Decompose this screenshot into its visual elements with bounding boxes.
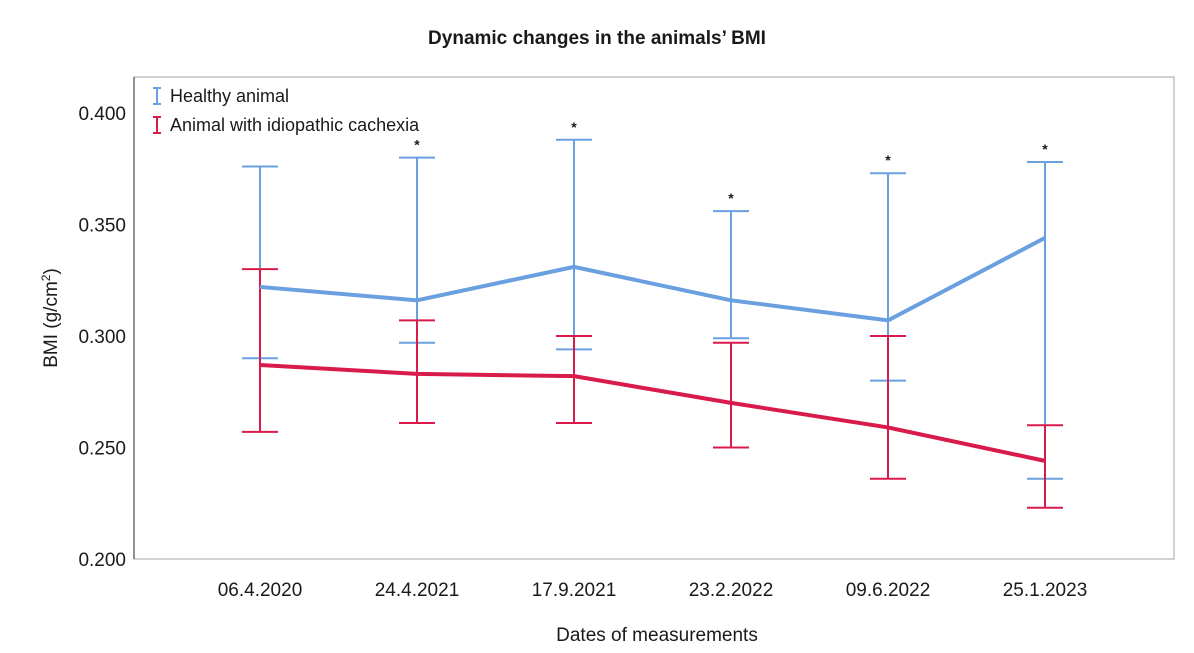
significance-star: * <box>1042 141 1048 157</box>
x-tick-label: 24.4.2021 <box>375 580 460 601</box>
series-line-cachexia <box>259 362 1046 463</box>
y-tick-label: 0.200 <box>78 550 126 571</box>
error-bar <box>870 335 906 480</box>
y-tick-label: 0.350 <box>78 216 126 237</box>
x-tick-label: 17.9.2021 <box>532 580 617 601</box>
plot-frame <box>133 76 1175 560</box>
series-line-healthy <box>259 236 1046 323</box>
error-bar <box>713 341 749 449</box>
x-tick-label: 25.1.2023 <box>1003 580 1088 601</box>
chart-title: Dynamic changes in the animals’ BMI <box>428 28 766 49</box>
y-axis-label: BMI (g/cm2) <box>39 268 62 368</box>
y-tick-label: 0.250 <box>78 439 126 460</box>
significance-star: * <box>885 152 891 168</box>
x-axis-ticks: 06.4.2020 24.4.2021 17.9.2021 23.2.2022 09.6… <box>218 580 1088 601</box>
y-tick-label: 0.400 <box>78 104 126 125</box>
legend-label-cachexia: Animal with idiopathic cachexia <box>170 115 420 135</box>
error-bar <box>399 319 435 424</box>
significance-star: * <box>571 119 577 135</box>
error-bar <box>399 156 435 344</box>
series-healthy <box>242 138 1063 480</box>
y-tick-label: 0.300 <box>78 327 126 348</box>
legend: Healthy animal Animal with idiopathic ca… <box>153 86 420 135</box>
significance-star: * <box>414 137 420 153</box>
legend-errorbar-icon-healthy <box>153 87 161 105</box>
error-bar <box>556 138 592 351</box>
error-bar <box>556 335 592 424</box>
x-axis-label: Dates of measurements <box>556 625 758 646</box>
legend-errorbar-icon-cachexia <box>153 116 161 134</box>
error-bar <box>1027 424 1063 509</box>
x-tick-label: 06.4.2020 <box>218 580 303 601</box>
significance-marks: * * * * * <box>414 119 1048 206</box>
series-cachexia <box>242 268 1063 509</box>
significance-star: * <box>728 190 734 206</box>
legend-label-healthy: Healthy animal <box>170 86 289 106</box>
y-axis-ticks: 0.200 0.250 0.300 0.350 0.400 <box>78 104 126 571</box>
legend-item-healthy: Healthy animal <box>153 86 289 106</box>
x-tick-label: 23.2.2022 <box>689 580 774 601</box>
error-bar <box>713 210 749 340</box>
error-bar <box>242 268 278 433</box>
legend-item-cachexia: Animal with idiopathic cachexia <box>153 115 420 135</box>
x-tick-label: 09.6.2022 <box>846 580 931 601</box>
series-layer <box>242 138 1063 509</box>
